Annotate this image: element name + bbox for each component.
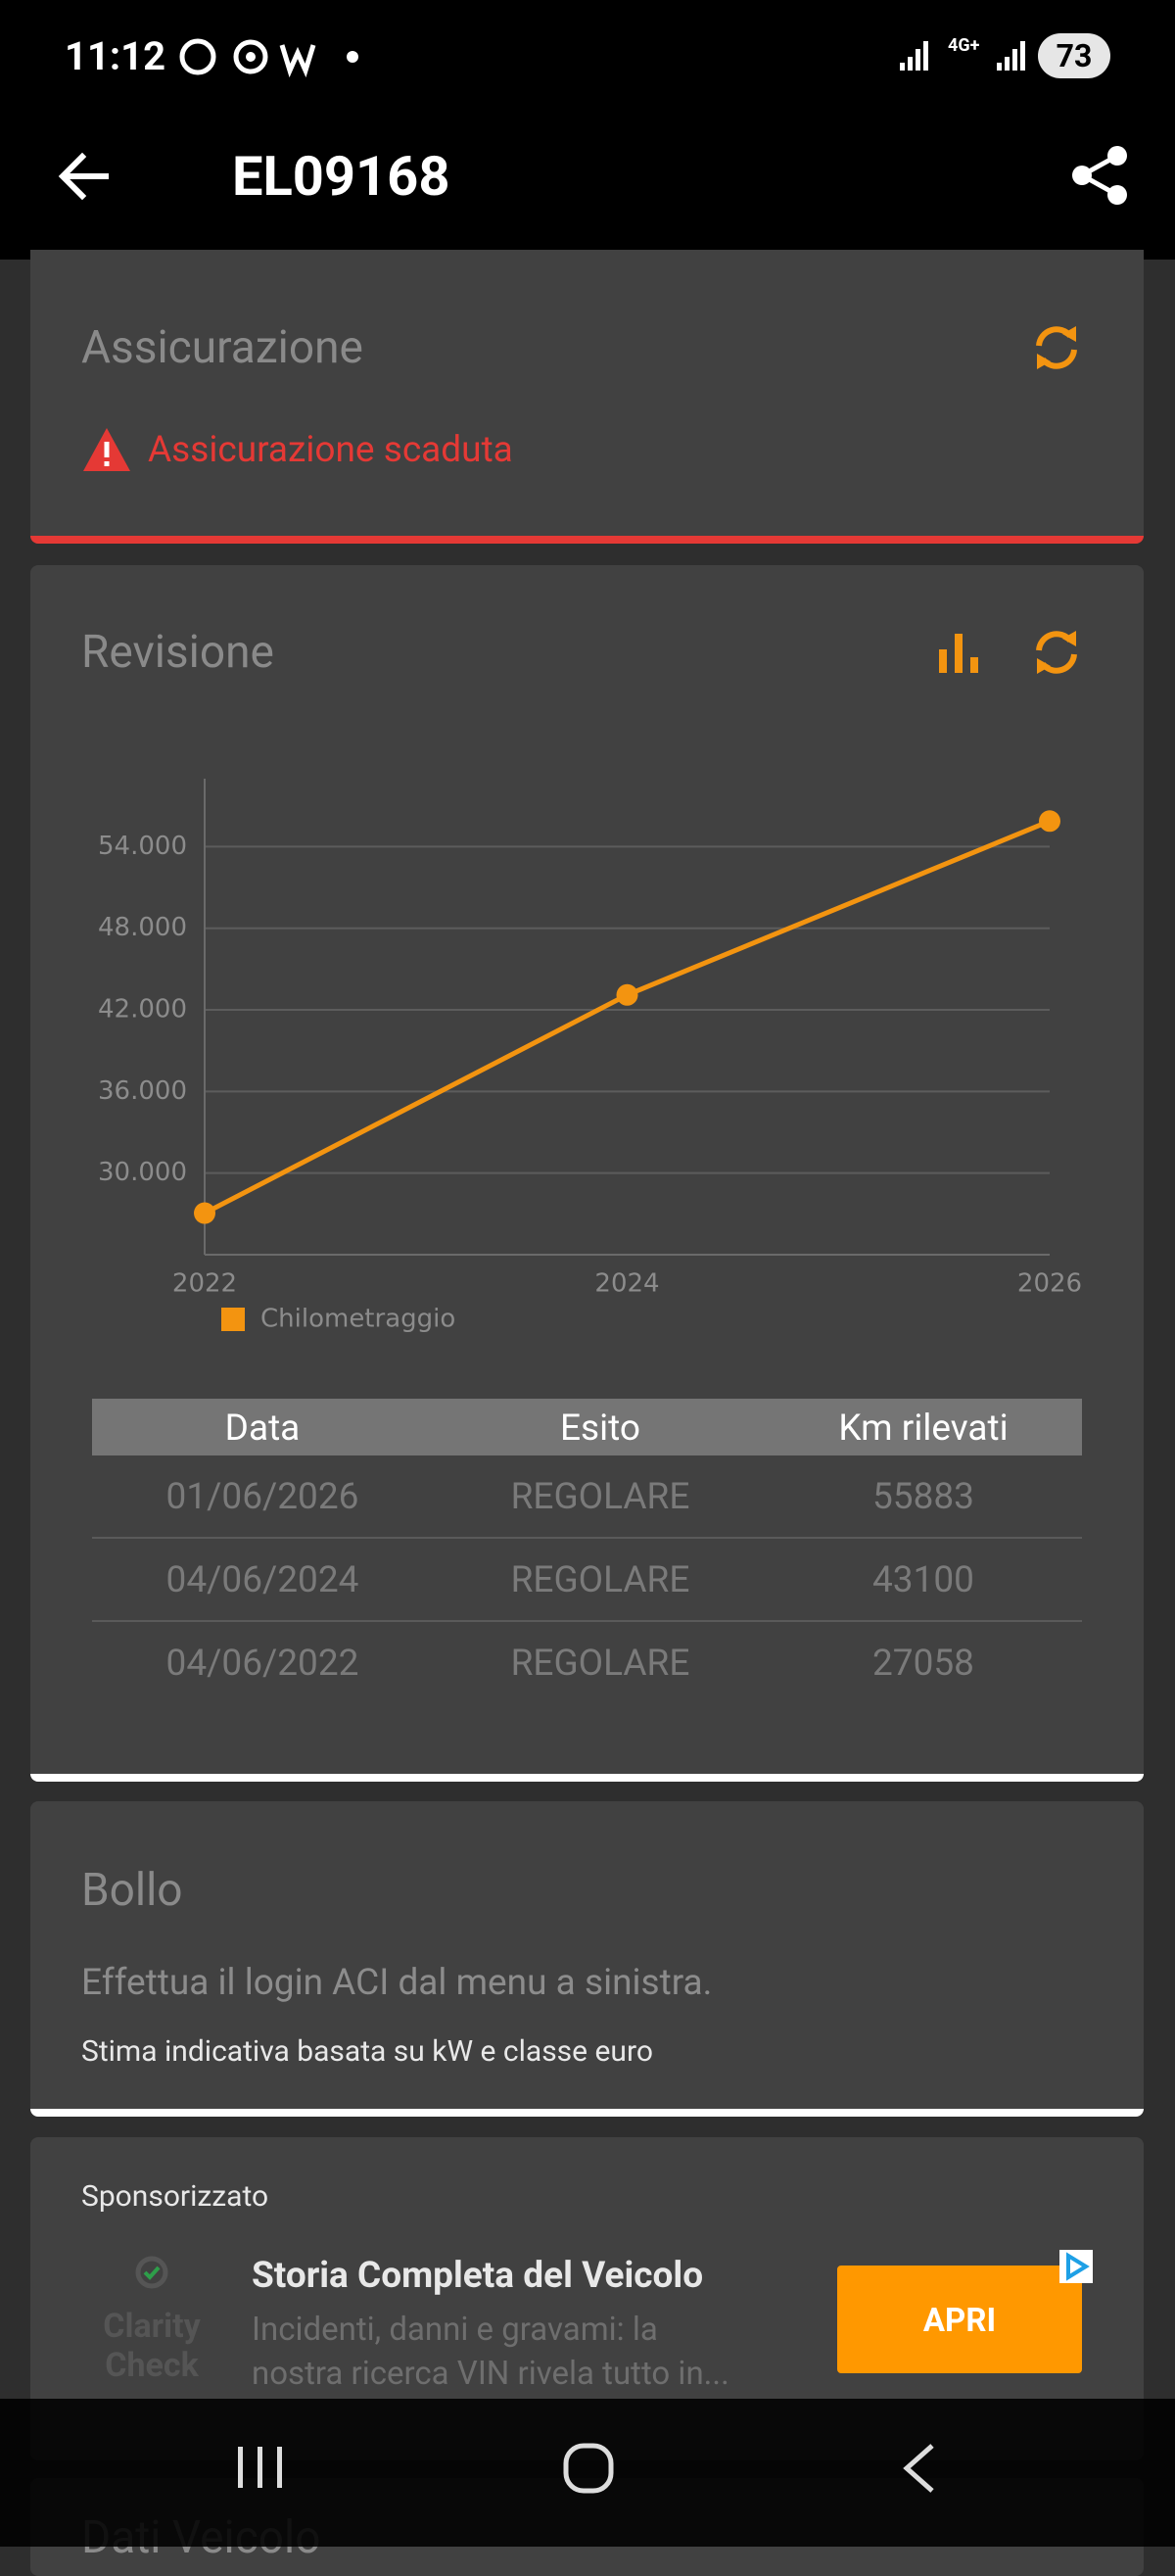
back-arrow[interactable]: [58, 152, 109, 201]
ad-button[interactable]: [837, 2266, 1082, 2373]
warning-mark: [104, 461, 110, 466]
chrome-icon: [233, 39, 268, 74]
table-header-cell: Data: [224, 1407, 301, 1450]
status-icons: [179, 38, 358, 78]
chart-button[interactable]: [933, 626, 988, 681]
ad-logo-icon: [135, 2256, 168, 2289]
table-header-cell: Km rilevati: [838, 1407, 1009, 1450]
logo-check: [143, 2266, 161, 2280]
bollo-card: Bollo Effettua il login ACI dal menu a s…: [30, 1801, 1144, 2117]
insurance-card: Assicurazione Assicurazione scaduta: [30, 250, 1144, 544]
refresh-arc[interactable]: [1036, 631, 1073, 651]
status-stripe: [30, 1774, 1144, 1782]
table-header: [92, 1399, 1082, 1455]
chrome-icon-dot: [246, 52, 256, 62]
card-title: Revisione: [81, 626, 274, 679]
table-cell: REGOLARE: [510, 1559, 690, 1601]
logo-lens: [135, 2256, 168, 2289]
signal-icons-2: [997, 41, 1025, 71]
signal-bar: [1012, 49, 1017, 71]
recents-bar[interactable]: [238, 2447, 243, 2488]
back-button[interactable]: [55, 147, 114, 206]
status-stripe: [30, 536, 1144, 544]
status-time: 11:12: [65, 33, 166, 79]
network-type: 4G+: [948, 35, 980, 56]
ad-label: Sponsorizzato: [81, 2179, 269, 2214]
signal-bar: [900, 63, 905, 71]
table-cell: 04/06/2022: [165, 1643, 359, 1685]
share-node[interactable]: [1107, 146, 1127, 166]
table-cell: 43100: [872, 1559, 974, 1601]
signal-icons: [900, 41, 928, 71]
signal-bar: [1005, 57, 1010, 71]
ad-title: Storia Completa del Veicolo: [252, 2255, 704, 2297]
table-cell: 04/06/2024: [165, 1559, 359, 1601]
refresh-head[interactable]: [1062, 326, 1076, 342]
revision-card: Revisione Data Esito Km rilevati 01/06/2026…: [30, 565, 1144, 1782]
share-node[interactable]: [1072, 166, 1092, 185]
status-stripe: [30, 2109, 1144, 2117]
ad-brand: Check: [105, 2346, 199, 2385]
recents-bar[interactable]: [277, 2447, 282, 2488]
app-title: EL09168: [232, 144, 450, 209]
refresh-arc[interactable]: [1036, 326, 1073, 347]
ad-choices-mark[interactable]: [1066, 2252, 1090, 2281]
ad-button-label[interactable]: APRI: [922, 2302, 997, 2340]
battery: [1038, 33, 1110, 78]
warning-mark: [104, 442, 110, 457]
share-node[interactable]: [1107, 185, 1127, 205]
table-cell: REGOLARE: [510, 1643, 690, 1685]
chart-icon-bar[interactable]: [939, 649, 947, 673]
recents-bar[interactable]: [258, 2447, 262, 2488]
signal-bar: [997, 63, 1002, 71]
home-button[interactable]: [563, 2443, 614, 2494]
refresh-head[interactable]: [1062, 631, 1076, 646]
recents-button[interactable]: [238, 2447, 282, 2488]
chart-icon-bar[interactable]: [955, 634, 963, 673]
table-cell: 01/06/2026: [165, 1476, 359, 1518]
card-title: Bollo: [81, 1864, 183, 1917]
whatsapp-icon: [179, 38, 216, 75]
card-title: Assicurazione: [81, 321, 363, 374]
nav-bar: [0, 2399, 1175, 2547]
ad-choices[interactable]: [1058, 2249, 1094, 2284]
refresh-head[interactable]: [1037, 658, 1051, 674]
refresh-button[interactable]: [1029, 320, 1084, 375]
table-cell: 27058: [872, 1643, 974, 1685]
table-cell: 55883: [872, 1476, 974, 1518]
insurance-warning: Assicurazione scaduta: [148, 429, 513, 471]
warning-icon: [83, 428, 130, 471]
ad-brand: Clarity: [103, 2307, 201, 2346]
row-separator: [92, 1620, 1082, 1622]
refresh-button[interactable]: [1029, 625, 1084, 680]
signal-bar: [923, 41, 928, 71]
table-header-cell: Esito: [560, 1407, 640, 1450]
ad-description: Incidenti, danni e gravami: la: [252, 2311, 658, 2349]
row-separator: [92, 1537, 1082, 1539]
share-button[interactable]: [1068, 143, 1133, 208]
bollo-note: Stima indicativa basata su kW e classe e…: [81, 2034, 653, 2069]
nav-buttons: [238, 2443, 934, 2494]
app-icon: [279, 44, 316, 78]
back-nav-button[interactable]: [903, 2444, 934, 2493]
battery-level: 73: [1056, 37, 1093, 74]
signal-bar: [1020, 41, 1025, 71]
refresh-arc[interactable]: [1040, 653, 1077, 674]
refresh-arc[interactable]: [1040, 349, 1077, 369]
ad-description: nostra ricerca VIN rivela tutto in...: [252, 2355, 729, 2393]
chart-icon-bar[interactable]: [970, 657, 978, 673]
notification-dot: [347, 51, 358, 63]
signal-bar: [908, 57, 913, 71]
bollo-message: Effettua il login ACI dal menu a sinistr…: [81, 1962, 713, 2004]
signal-bar: [916, 49, 920, 71]
table-cell: REGOLARE: [510, 1476, 690, 1518]
refresh-head[interactable]: [1037, 354, 1051, 369]
